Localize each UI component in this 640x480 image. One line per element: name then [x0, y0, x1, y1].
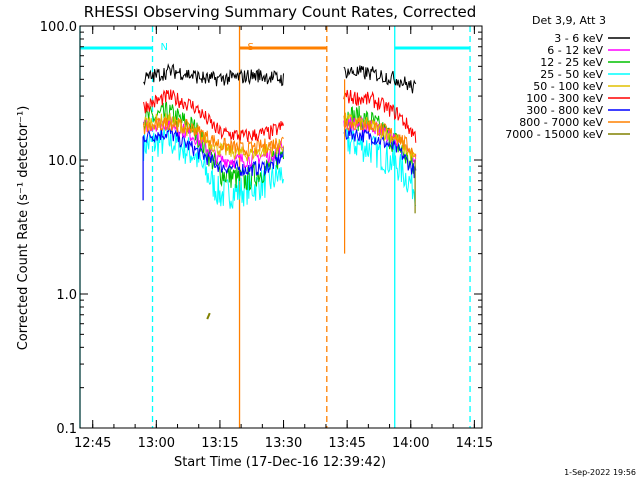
series-line-6-seg-1 — [343, 125, 417, 179]
annotation-label-0: N — [161, 42, 168, 53]
legend-label-6: 300 - 800 keV — [526, 104, 603, 117]
x-tick-label-2: 13:15 — [201, 436, 238, 451]
x-tick-label-0: 12:45 — [74, 436, 111, 451]
legend-label-2: 12 - 25 keV — [540, 56, 603, 69]
series-line-0-seg-1 — [343, 65, 417, 94]
series-line-0-seg-0 — [143, 62, 284, 87]
legend-label-7: 800 - 7000 keV — [519, 116, 603, 129]
chart-title: RHESSI Observing Summary Count Rates, Co… — [84, 3, 477, 21]
y-tick-label-2: 10.0 — [48, 154, 77, 169]
annotation-label-1: S — [248, 42, 254, 53]
x-tick-label-3: 13:30 — [265, 436, 302, 451]
y-tick-label-1: 1.0 — [56, 288, 77, 303]
x-tick-label-1: 13:00 — [138, 436, 175, 451]
legend-label-4: 50 - 100 keV — [533, 80, 603, 93]
plot-frame — [79, 25, 483, 429]
footer-date: 1-Sep-2022 19:56 — [564, 468, 636, 477]
series-line-4-seg-1 — [343, 112, 417, 161]
y-tick-label-3: 100.0 — [40, 20, 77, 35]
legend-header: Det 3,9, Att 3 — [532, 14, 606, 27]
legend-label-3: 25 - 50 keV — [540, 68, 603, 81]
series-line-7-seg-0 — [143, 117, 284, 158]
x-tick-label-4: 13:45 — [328, 436, 365, 451]
series-line-5-seg-1 — [343, 89, 417, 143]
y-axis-label: Corrected Count Rate (s⁻¹ detector⁻¹) — [16, 106, 31, 351]
x-tick-label-5: 14:00 — [392, 436, 429, 451]
legend-label-1: 6 - 12 keV — [547, 44, 603, 57]
series-line-7-seg-1 — [343, 117, 417, 157]
series-line-5-seg-0 — [143, 89, 284, 142]
y-tick-label-0: 0.1 — [56, 422, 77, 437]
x-axis-label: Start Time (17-Dec-16 12:39:42) — [174, 455, 386, 470]
x-tick-label-6: 14:15 — [456, 436, 493, 451]
axes: 0.1 1.0 10.0 100.0 12:45 13:00 13:15 13:30 13:45… — [40, 20, 493, 451]
series-line-2-seg-0 — [143, 101, 284, 191]
series-line-6-seg-0 — [143, 128, 284, 177]
legend-label-0: 3 - 6 keV — [554, 32, 603, 45]
legend-label-8: 7000 - 15000 keV — [505, 128, 603, 141]
legend-label-5: 100 - 300 keV — [526, 92, 603, 105]
series-line-4-seg-0 — [143, 112, 284, 162]
series-line-8 — [206, 312, 211, 320]
